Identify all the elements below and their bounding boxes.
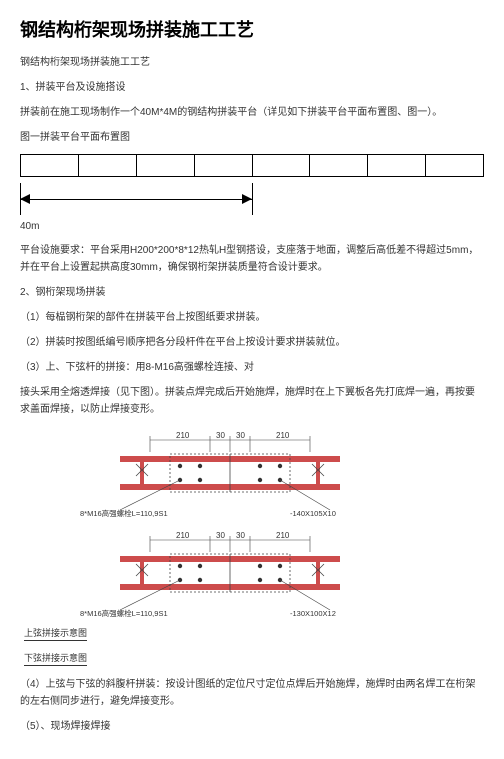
table-cell [194,155,252,177]
caption-upper: 上弦拼接示意图 [24,626,87,641]
caption-lower-row: 下弦拼接示意图 [24,651,484,666]
bolts-label: 8*M16高强螺栓L=110,9S1 [80,508,168,518]
dim-text: 210 [276,431,290,440]
dimension-arrow [20,183,484,217]
arrow-right-icon [242,194,252,204]
intro-para: 钢结构桁架现场拼装施工工艺 [20,54,484,71]
table-cell [310,155,368,177]
table-cell [252,155,310,177]
dim-tick-right [252,183,253,215]
dim-text: 210 [276,531,290,540]
caption-lower: 下弦拼接示意图 [24,651,87,666]
section-2-p1: （1）每榀钢桁架的部件在拼装平台上按图纸要求拼装。 [20,309,484,326]
dim-text: 30 [236,531,245,540]
table-cell [78,155,136,177]
table-row [21,155,484,177]
section-2-p5: （4）上弦与下弦的斜腹杆拼装：按设计图纸的定位尺寸定位点焊后开始施焊，施焊时由两… [20,676,484,710]
lower-splice-svg: 210 30 30 210 8*M16高强螺栓L=110,9S1 -130X10… [80,526,380,620]
platform-table [20,154,484,177]
section-1-p1: 拼装前在施工现场制作一个40M*4M的钢结构拼装平台（详见如下拼装平台平面布置图… [20,104,484,121]
lower-chord-diagram: 210 30 30 210 8*M16高强螺栓L=110,9S1 -130X10… [80,526,380,620]
section-2-p6: （5）、现场焊接焊接 [20,718,484,735]
table-cell [426,155,484,177]
table-cell [21,155,79,177]
arrow-left-icon [20,194,30,204]
figure-1-caption: 图一拼装平台平面布置图 [20,129,484,146]
upper-chord-diagram: 210 30 30 210 [80,426,380,520]
section-1-p2: 平台设施要求：平台采用H200*200*8*12热轧H型钢搭设，支座落于地面，调… [20,242,484,276]
dim-text: 30 [216,531,225,540]
table-cell [136,155,194,177]
section-2-p4: 接头采用全熔透焊接（见下图）。拼装点焊完成后开始施焊，施焊时在上下翼板各先打底焊… [20,384,484,418]
dimension-label: 40m [20,221,484,232]
plate-label: -140X105X10 [290,509,336,518]
dim-text: 30 [236,431,245,440]
section-1-heading: 1、拼装平台及设施搭设 [20,79,484,96]
page-title: 钢结构桁架现场拼装施工工艺 [20,16,484,42]
plate-label: -130X100X12 [290,609,336,618]
section-2-p3: （3）上、下弦杆的拼接：用8-M16高强螺栓连接、对 [20,359,484,376]
dim-line [20,199,252,200]
section-2-p2: （2）拼装时按图纸编号顺序把各分段杆件在平台上按设计要求拼装就位。 [20,334,484,351]
caption-upper-row: 上弦拼接示意图 [24,626,484,641]
dim-text: 210 [176,431,190,440]
bolts-label: 8*M16高强螺栓L=110,9S1 [80,608,168,618]
dim-text: 210 [176,531,190,540]
upper-splice-svg: 210 30 30 210 [80,426,380,520]
section-2-heading: 2、钢桁架现场拼装 [20,284,484,301]
table-cell [368,155,426,177]
dim-text: 30 [216,431,225,440]
